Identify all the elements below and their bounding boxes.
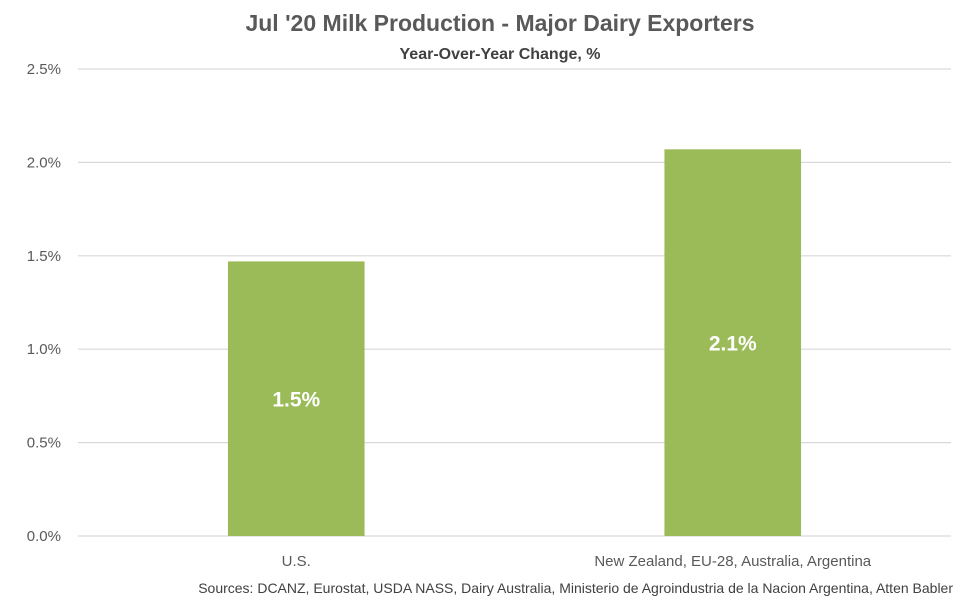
y-tick-label: 2.0% — [27, 154, 61, 171]
y-tick-label: 0.5% — [27, 435, 61, 452]
bars — [227, 149, 802, 536]
x-category-label: U.S. — [282, 553, 311, 570]
chart-title: Jul '20 Milk Production - Major Dairy Ex… — [245, 10, 754, 36]
bar — [227, 261, 365, 536]
y-tick-label: 1.0% — [27, 341, 61, 358]
y-tick-label: 0.0% — [27, 528, 61, 545]
bar — [664, 149, 802, 536]
gridlines — [78, 68, 951, 537]
data-label: 2.1% — [709, 333, 757, 356]
x-axis-category-labels: U.S. New Zealand, EU-28, Australia, Argen… — [282, 553, 872, 570]
chart-subtitle: Year-Over-Year Change, % — [400, 46, 601, 63]
source-note: Sources: DCANZ, Eurostat, USDA NASS, Dai… — [198, 580, 953, 596]
y-axis-tick-labels: 0.0% 0.5% 1.0% 1.5% 2.0% 2.5% — [27, 61, 61, 545]
data-labels: 1.5% 2.1% — [272, 333, 757, 412]
data-label: 1.5% — [272, 389, 320, 412]
y-tick-label: 1.5% — [27, 248, 61, 265]
y-tick-label: 2.5% — [27, 61, 61, 78]
x-category-label: New Zealand, EU-28, Australia, Argentina — [594, 553, 871, 570]
